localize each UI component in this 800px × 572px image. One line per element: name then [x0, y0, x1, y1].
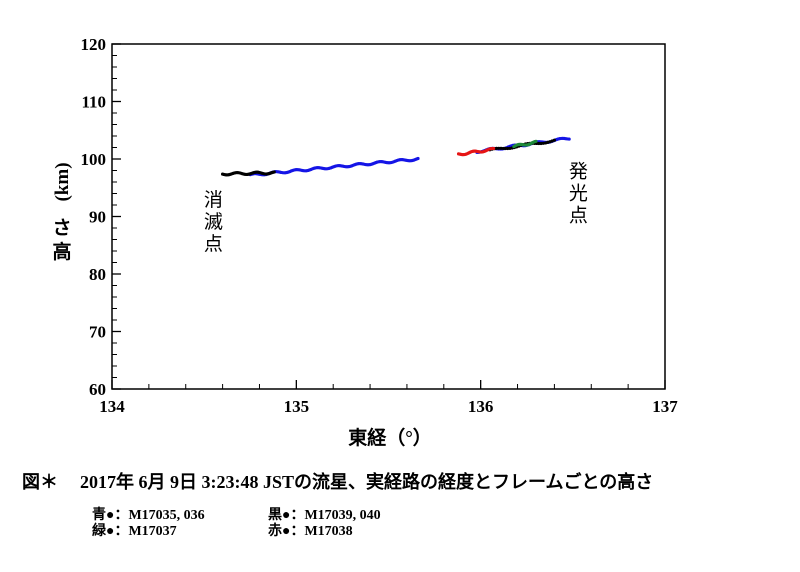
data-point [416, 156, 420, 161]
data-point [491, 146, 496, 151]
legend-entry-green: 緑●：M17037 [92, 524, 177, 539]
y-tick-label: 70 [89, 323, 106, 342]
figure-caption: 図＊ 2017年 6月 9日 3:23:48 JSTの流星、実経路の経度とフレーム… [22, 468, 792, 494]
y-tick-label: 100 [81, 150, 107, 169]
data-point [497, 146, 501, 150]
annotation-char: 光 [569, 182, 588, 204]
y-tick-label: 90 [89, 208, 106, 227]
annotation-char: 発 [569, 160, 588, 182]
x-tick-label: 135 [284, 397, 310, 416]
annotation-char: 点 [204, 233, 223, 255]
data-point [567, 137, 571, 141]
y-axis-label-char-1: 高 [52, 240, 71, 263]
data-point [503, 146, 508, 151]
y-tick-label: 110 [81, 93, 106, 112]
annotation-char: 滅 [204, 211, 223, 233]
y-axis-label-unit: (km) [52, 162, 73, 201]
y-tick-label: 120 [81, 35, 107, 54]
x-tick-label: 134 [99, 397, 125, 416]
legend-entry-blue: 青●：M17035, 036 [92, 508, 205, 523]
figure-caption-prefix: 図＊ [22, 472, 58, 492]
legend-entry-red: 赤●：M17038 [268, 524, 353, 539]
figure-caption-text: 2017年 6月 9日 3:23:48 JSTの流星、実経路の経度とフレームごと… [80, 472, 654, 492]
annotation-char: 消 [204, 189, 223, 211]
legend: 青●：M17035, 036 黒●：M17039, 040 緑●：M17037 赤●… [92, 508, 381, 540]
x-tick-label: 137 [652, 397, 678, 416]
meteor-height-chart: 134 135 136 137 60 70 80 90 100 110 120 高 さ (km) 東… [52, 35, 679, 449]
data-point [552, 138, 557, 142]
y-tick-label: 80 [89, 265, 106, 284]
x-axis-label: 東経（°） [348, 426, 432, 449]
data-point [534, 139, 538, 143]
y-axis-label-char-2: さ [52, 217, 71, 239]
data-points [221, 136, 571, 177]
annotation-char: 点 [569, 204, 588, 226]
axis-ticks: 134 135 136 137 60 70 80 90 100 110 120 [81, 35, 679, 416]
x-tick-label: 136 [468, 397, 494, 416]
legend-entry-black: 黒●：M17039, 040 [268, 508, 381, 523]
data-point [537, 141, 541, 146]
data-point [272, 170, 276, 174]
y-tick-label: 60 [89, 380, 106, 399]
